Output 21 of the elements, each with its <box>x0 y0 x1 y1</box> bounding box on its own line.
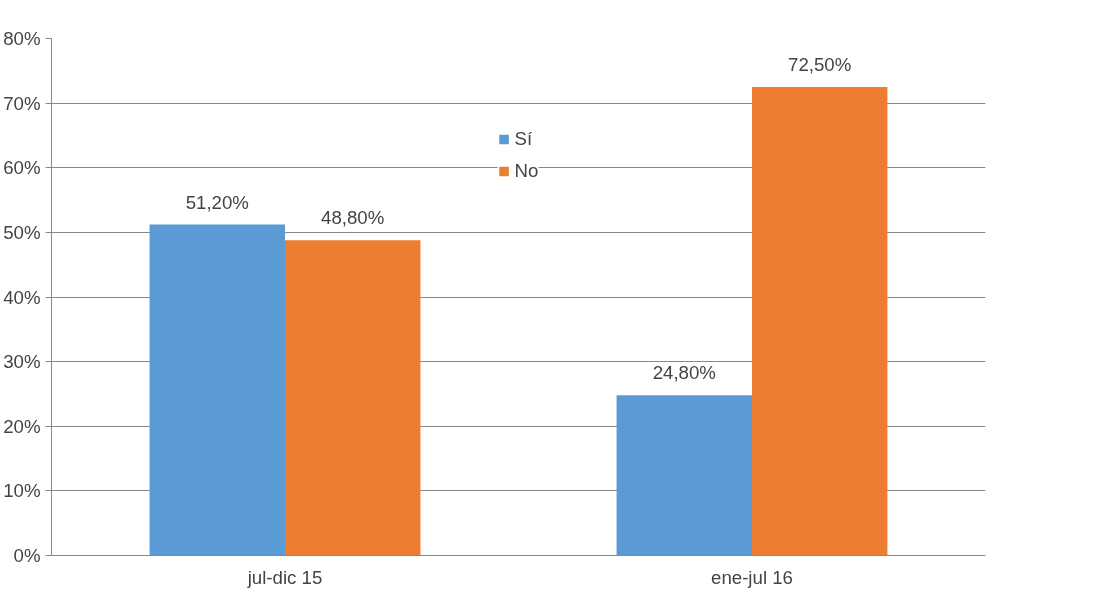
y-tick-label: 0% <box>13 545 41 566</box>
bar <box>285 240 421 556</box>
y-tick-label: 10% <box>3 480 41 502</box>
y-tick-label: 60% <box>3 157 41 179</box>
bar <box>752 86 888 556</box>
y-tick-label: 20% <box>3 415 41 437</box>
data-label: 72,50% <box>788 53 852 75</box>
y-tick-label: 70% <box>3 92 41 114</box>
data-label: 48,80% <box>321 207 385 229</box>
data-label: 24,80% <box>652 362 716 384</box>
y-tick-label: 30% <box>3 351 41 373</box>
legend-label: Sí <box>514 128 534 150</box>
data-label: 51,20% <box>185 191 249 213</box>
legend-label: No <box>514 160 539 182</box>
bar <box>149 224 285 556</box>
bar <box>616 395 752 556</box>
x-tick-label: jul-dic 15 <box>246 566 323 588</box>
x-tick-label: ene-jul 16 <box>711 566 793 588</box>
y-tick-label: 80% <box>3 28 41 49</box>
y-tick-label: 40% <box>3 286 41 308</box>
y-tick-label: 50% <box>3 221 41 243</box>
